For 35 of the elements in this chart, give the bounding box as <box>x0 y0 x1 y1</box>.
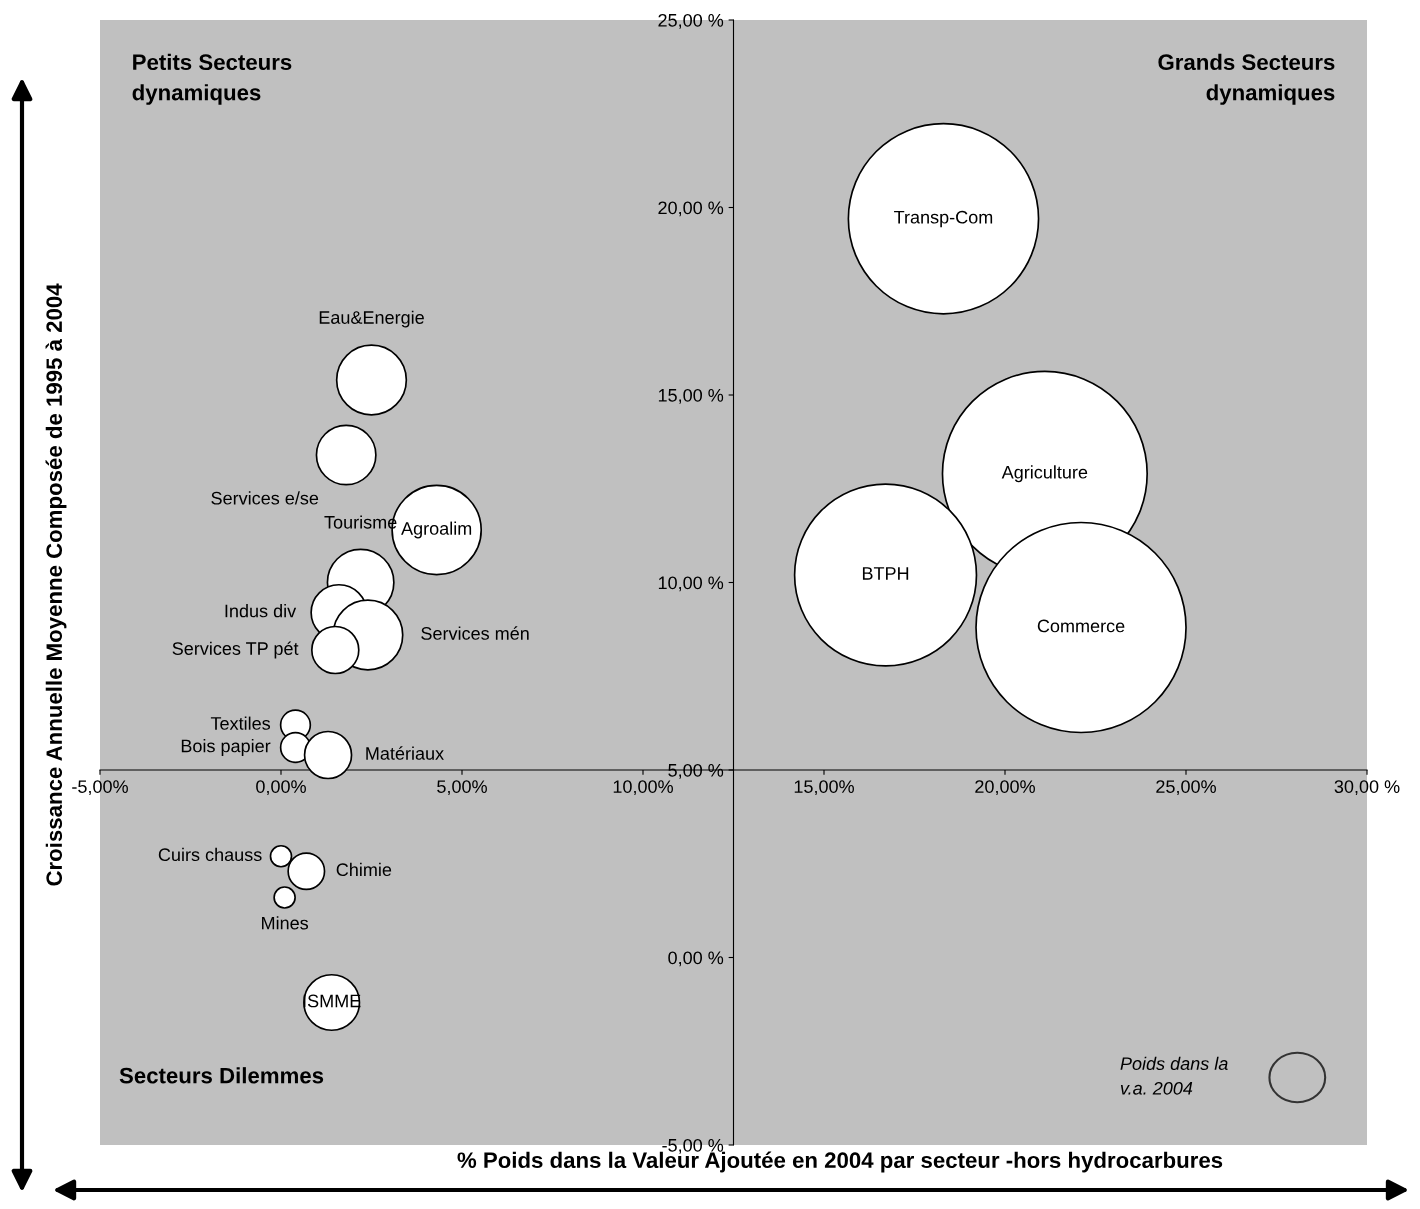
y-axis-title: Croissance Annuelle Moyenne Composée de 1995 à 2004 <box>45 283 67 886</box>
annotation: Services mén <box>421 626 529 640</box>
x-tick-label: 15,00% <box>794 780 854 796</box>
annotation: Transp-Com <box>894 210 993 228</box>
annotation: Agroalim <box>401 521 472 539</box>
y-tick-label: 15,00 % <box>658 388 724 404</box>
annotation: Poids dans la v.a. 2004 <box>1120 1056 1228 1095</box>
x-tick-label: 10,00% <box>613 780 673 796</box>
annotation: Indus div <box>225 604 297 618</box>
annotation: Cuirs chauss <box>158 847 262 862</box>
annotation: Petits Secteurs dynamiques <box>132 53 292 105</box>
annotation: Services e/se <box>211 491 319 505</box>
x-tick-label: 5,00% <box>437 780 487 796</box>
x-tick-label: 25,00% <box>1156 780 1216 796</box>
x-tick-label: 0,00% <box>256 780 306 796</box>
y-tick-label: 0,00 % <box>668 951 724 967</box>
annotation: Eau&Energie <box>319 310 424 328</box>
annotation: Commerce <box>1037 619 1125 633</box>
annotation: BTPH <box>862 567 909 580</box>
y-tick-label: 20,00 % <box>658 201 724 217</box>
annotation: Agriculture <box>1001 465 1088 483</box>
annotation: Secteurs Dilemmes <box>119 1067 324 1084</box>
x-tick-label: -5,00% <box>72 780 128 796</box>
y-tick-label: 25,00 % <box>658 13 724 29</box>
annotation: Chimie <box>336 862 392 877</box>
annotation: Matériaux <box>366 746 444 760</box>
annotation: Bois papier <box>181 739 271 756</box>
y-tick-label: 10,00 % <box>658 576 724 592</box>
y-tick-label: 5,00 % <box>668 763 724 779</box>
annotation: Textiles <box>210 716 271 730</box>
annotation: Mines <box>262 916 309 930</box>
x-tick-label: 30,00 % <box>1334 780 1400 796</box>
annotation: Grands Secteurs dynamiques <box>1158 53 1335 105</box>
annotation: Services TP pét <box>172 641 299 659</box>
x-tick-label: 20,00% <box>975 780 1035 796</box>
